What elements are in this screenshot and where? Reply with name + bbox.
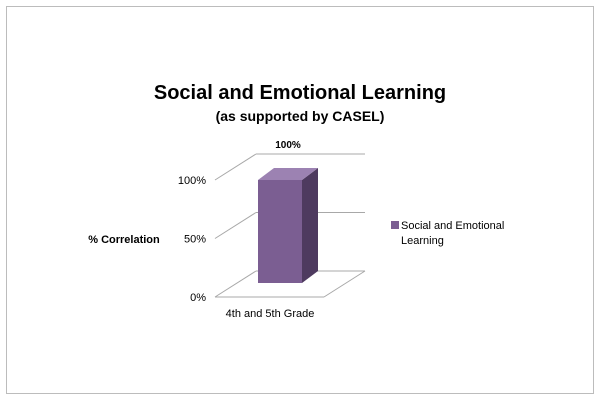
floor-right-edge: [323, 270, 366, 298]
y-tick-label-1: 50%: [184, 234, 206, 246]
x-axis-categories: 4th and 5th Grade: [226, 308, 315, 320]
y-axis-ticks: 0% 50% 100%: [178, 175, 206, 304]
data-label-0: 100%: [275, 140, 301, 151]
gridline-side-1: [214, 212, 257, 239]
chart-title: Social and Emotional Learning: [154, 82, 446, 104]
y-tick-label-0: 0%: [190, 292, 206, 304]
legend: Social and Emotional Learning: [391, 220, 504, 247]
bar-top-0: [258, 168, 318, 180]
bar-side-0: [302, 168, 318, 283]
y-axis-title: % Correlation: [88, 234, 160, 246]
legend-label-continued: Learning: [401, 235, 444, 247]
bar-0: [258, 180, 302, 283]
bar-series: 100%: [258, 140, 318, 283]
x-category-label-0: 4th and 5th Grade: [226, 308, 315, 320]
gridline-side-0: [214, 270, 257, 298]
chart-subtitle: (as supported by CASEL): [216, 108, 385, 124]
legend-swatch: [391, 221, 399, 229]
y-tick-label-2: 100%: [178, 175, 206, 187]
gridline-side-2: [214, 153, 257, 181]
legend-label: Social and Emotional: [401, 220, 504, 232]
